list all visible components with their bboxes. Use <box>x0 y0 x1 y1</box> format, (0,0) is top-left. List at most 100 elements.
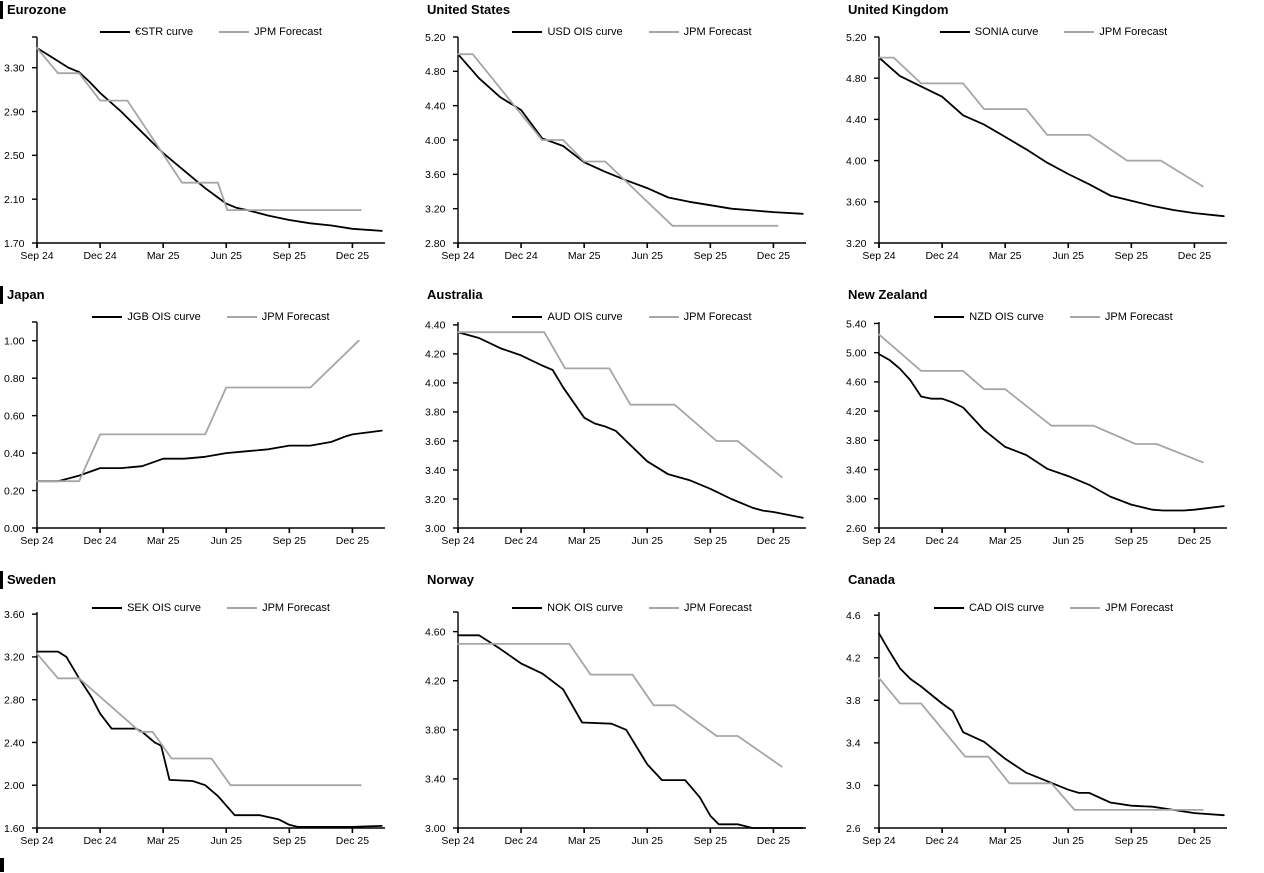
chart-panel-united-kingdom: United Kingdom SONIA curve JPM Forecast 3.2… <box>842 0 1264 285</box>
y-tick-label: 1.60 <box>4 823 25 835</box>
legend-label: €STR curve <box>135 26 194 38</box>
x-tick-label: Jun 25 <box>210 250 242 262</box>
x-tick-label: Sep 25 <box>273 250 306 262</box>
chart-legend: NOK OIS curve JPM Forecast <box>458 602 806 614</box>
y-tick-label: 4.60 <box>846 377 867 389</box>
x-tick-label: Mar 25 <box>568 835 601 847</box>
x-tick-label: Dec 24 <box>504 250 537 262</box>
curve-line-swatch <box>512 316 543 318</box>
y-tick-label: 2.00 <box>4 780 25 792</box>
y-tick-label: 2.10 <box>4 194 25 206</box>
x-tick-label: Dec 24 <box>504 535 537 547</box>
y-tick-label: 4.40 <box>846 114 867 126</box>
forecast-line-swatch <box>1070 607 1101 609</box>
chart-panel-sweden: Sweden SEK OIS curve JPM Forecast 1.60 2.00 2… <box>0 570 421 873</box>
chart-canvas: 3.20 3.60 4.00 4.40 4.80 5.20 Sep 24 Dec 24 Mar … <box>846 32 1227 262</box>
legend-label: JPM Forecast <box>683 26 752 38</box>
x-tick-label: Sep 25 <box>1115 835 1148 847</box>
x-tick-label: Dec 25 <box>757 835 790 847</box>
curve-line-swatch <box>100 31 131 33</box>
chart-title: United States <box>427 2 511 17</box>
y-tick-label: 4.20 <box>425 676 446 688</box>
x-tick-label: Jun 25 <box>631 835 663 847</box>
x-tick-label: Mar 25 <box>989 535 1022 547</box>
x-tick-label: Dec 24 <box>925 535 958 547</box>
y-tick-label: 3.80 <box>425 407 446 419</box>
curve-line-swatch <box>939 31 970 33</box>
chart-legend: CAD OIS curve JPM Forecast <box>879 602 1228 614</box>
chart-title: United Kingdom <box>848 2 949 17</box>
y-tick-label: 2.6 <box>846 823 861 835</box>
chart-canvas: 2.60 3.00 3.40 3.80 4.20 4.60 5.00 5.40 Sep 24 De… <box>846 318 1227 547</box>
chart-panel-united-states: United States USD OIS curve JPM Forecast 2.… <box>421 0 842 285</box>
x-tick-label: Dec 24 <box>925 250 958 262</box>
y-tick-label: 5.20 <box>425 32 446 44</box>
x-tick-label: Mar 25 <box>989 835 1022 847</box>
y-tick-label: 0.80 <box>4 373 25 385</box>
y-tick-label: 4.20 <box>425 349 446 361</box>
chart-canvas: 0.00 0.20 0.40 0.60 0.80 1.00 Sep 24 Dec 24 Mar … <box>4 321 385 547</box>
y-tick-label: 4.6 <box>846 610 861 622</box>
x-tick-label: Mar 25 <box>568 250 601 262</box>
x-tick-label: Jun 25 <box>631 250 663 262</box>
x-tick-label: Mar 25 <box>989 250 1022 262</box>
chart-legend: JGB OIS curve JPM Forecast <box>37 311 385 323</box>
chart-legend: NZD OIS curve JPM Forecast <box>879 311 1228 323</box>
y-tick-label: 3.20 <box>425 494 446 506</box>
jpm-forecast-line <box>457 53 779 227</box>
y-tick-label: 4.60 <box>425 626 446 638</box>
legend-label: JPM Forecast <box>262 602 330 614</box>
chart-legend: SEK OIS curve JPM Forecast <box>37 602 385 614</box>
jpm-forecast-line <box>36 652 362 787</box>
jpm-forecast-line <box>36 339 360 483</box>
market-curve-line <box>36 47 383 232</box>
x-tick-label: Dec 24 <box>83 250 116 262</box>
market-curve-line <box>36 650 383 828</box>
market-curve-line <box>457 331 804 519</box>
x-tick-label: Jun 25 <box>631 535 663 547</box>
x-tick-label: Dec 24 <box>83 535 116 547</box>
curve-line-swatch <box>934 316 965 318</box>
chart-panel-eurozone: Eurozone €STR curve JPM Forecast 1.70 2.10 2.… <box>0 0 421 285</box>
x-tick-label: Dec 25 <box>336 835 369 847</box>
x-tick-label: Dec 25 <box>757 250 790 262</box>
x-tick-label: Sep 24 <box>441 250 474 262</box>
y-tick-label: 4.40 <box>425 100 446 112</box>
jpm-forecast-line <box>878 56 1204 188</box>
market-curve-line <box>457 634 804 829</box>
legend-label: JPM Forecast <box>254 26 322 38</box>
chart-title: Australia <box>427 287 483 302</box>
market-curve-line <box>36 429 383 483</box>
forecast-line-swatch <box>648 31 679 33</box>
jpm-forecast-line <box>878 333 1204 464</box>
market-curve-line <box>878 632 1225 817</box>
legend-label: JPM Forecast <box>1104 311 1173 323</box>
y-tick-label: 3.20 <box>425 203 446 215</box>
x-tick-label: Sep 24 <box>20 835 53 847</box>
forecast-line-swatch <box>648 607 679 609</box>
x-tick-label: Dec 25 <box>757 535 790 547</box>
footer-section-marker <box>0 858 4 872</box>
chart-panel-norway: Norway NOK OIS curve JPM Forecast 3.00 3.40 3… <box>421 570 842 873</box>
y-tick-label: 3.60 <box>4 609 25 621</box>
y-tick-label: 3.0 <box>846 780 861 792</box>
y-tick-label: 0.60 <box>4 410 25 422</box>
chart-canvas: 2.80 3.20 3.60 4.00 4.40 4.80 5.20 Sep 24 Dec 24… <box>425 32 806 262</box>
x-tick-label: Mar 25 <box>147 535 180 547</box>
y-tick-label: 4.2 <box>846 653 861 665</box>
y-tick-label: 3.40 <box>425 465 446 477</box>
y-tick-label: 3.40 <box>846 464 867 476</box>
forecast-line-swatch <box>227 607 258 609</box>
chart-title: Sweden <box>0 571 56 589</box>
chart-title: Norway <box>427 572 474 587</box>
y-tick-label: 3.00 <box>846 494 867 506</box>
chart-title: Eurozone <box>0 1 66 19</box>
y-tick-label: 1.00 <box>4 336 25 348</box>
x-tick-label: Sep 25 <box>273 835 306 847</box>
chart-title: New Zealand <box>848 287 928 302</box>
y-tick-label: 0.40 <box>4 448 25 460</box>
x-tick-label: Dec 24 <box>83 835 116 847</box>
x-tick-label: Sep 25 <box>694 250 727 262</box>
legend-label: JPM Forecast <box>261 311 330 323</box>
x-tick-label: Jun 25 <box>210 535 242 547</box>
